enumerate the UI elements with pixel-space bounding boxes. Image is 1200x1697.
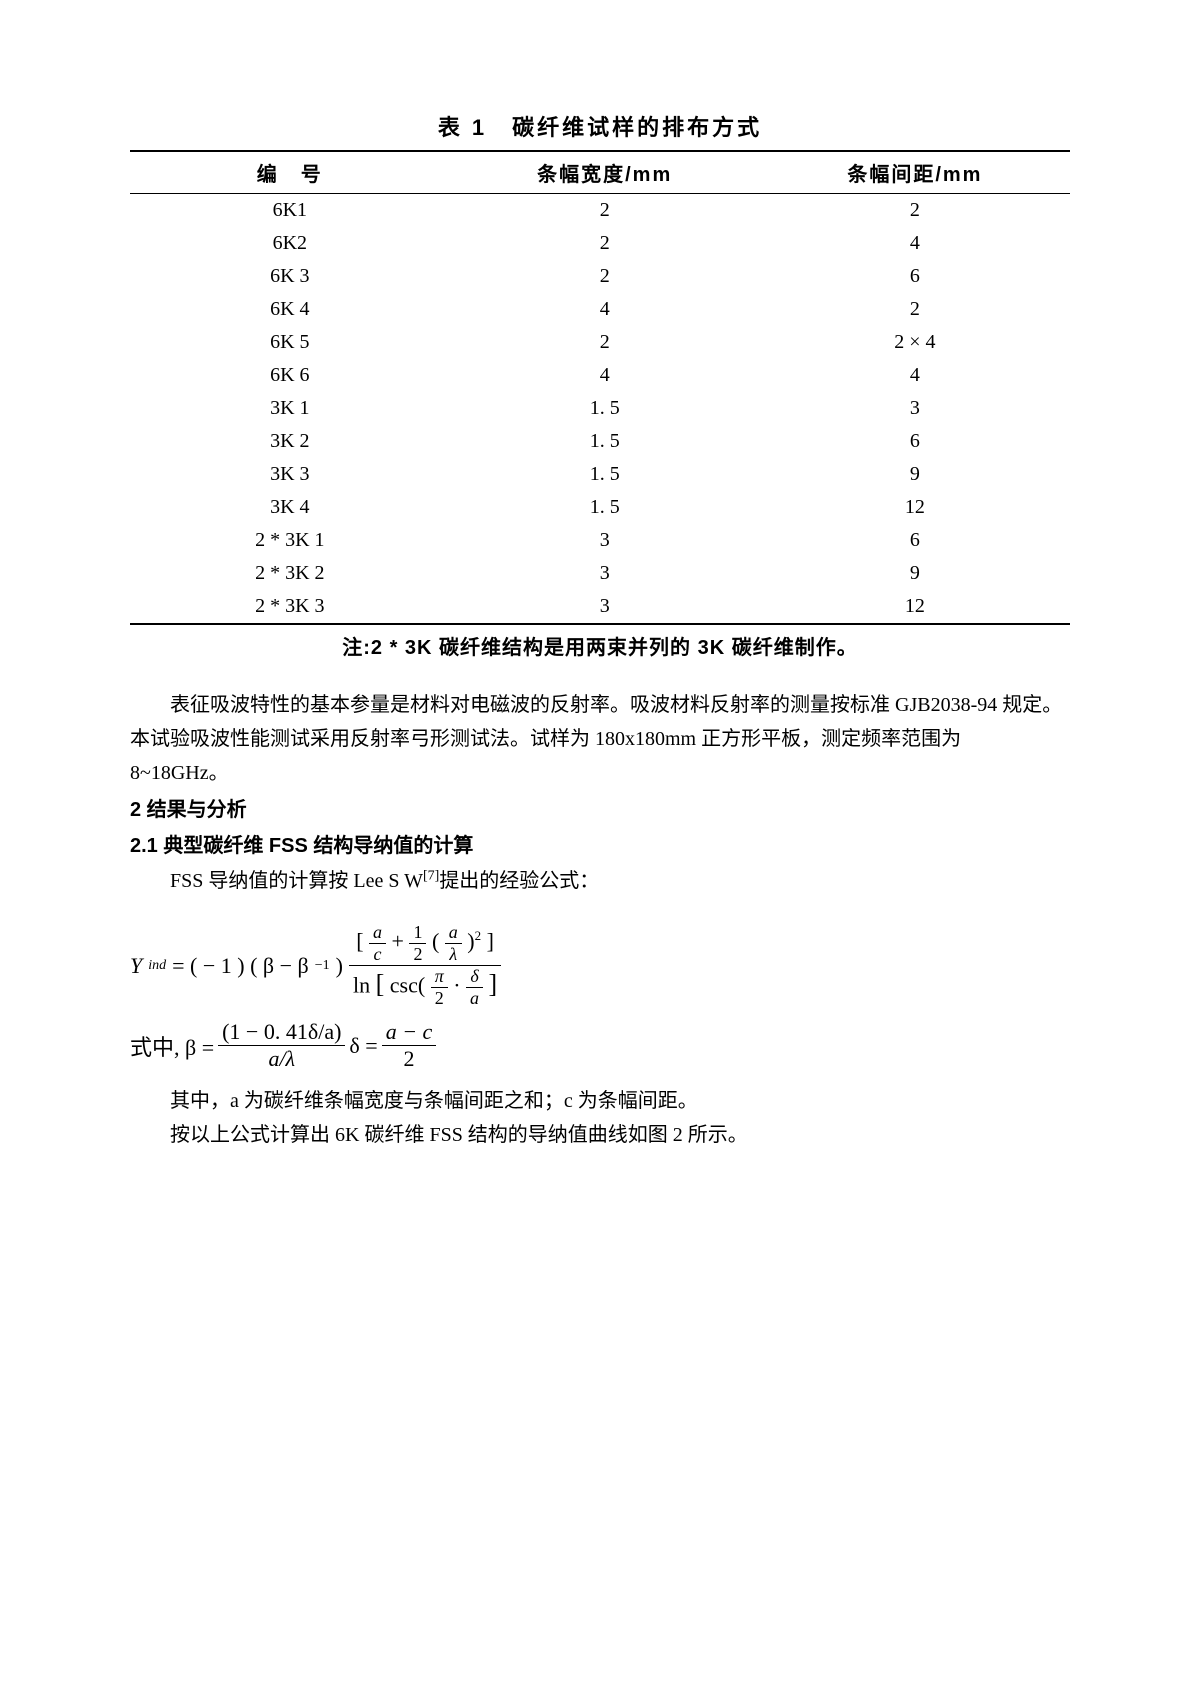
citation-7: [7] xyxy=(423,868,439,883)
carbon-fiber-table: 编 号 条幅宽度/mm 条幅间距/mm 6K122 6K224 6K 326 6… xyxy=(130,150,1070,625)
heading-2-1: 2.1 典型碳纤维 FSS 结构导纳值的计算 xyxy=(130,830,1070,862)
big-frac-den: ln [ csc( π2 · δa ] xyxy=(349,966,501,1009)
cell: 3K 3 xyxy=(130,458,450,491)
text: 提出的经验公式： xyxy=(439,870,599,892)
delta-num: a − c xyxy=(382,1019,437,1046)
cell: 1. 5 xyxy=(450,458,760,491)
bracket-open: [ xyxy=(356,929,369,954)
cell: 4 xyxy=(450,359,760,392)
cell: 1. 5 xyxy=(450,491,760,524)
table-row: 3K 11. 53 xyxy=(130,392,1070,425)
paragraph-method: 表征吸波特性的基本参量是材料对电磁波的反射率。吸波材料反射率的测量按标准 GJB… xyxy=(130,688,1070,756)
text: FSS 导纳值的计算按 Lee S W xyxy=(170,870,423,892)
sym-ln: ln xyxy=(353,973,370,998)
bracket-close: ] xyxy=(487,929,494,954)
sym-ind: ind xyxy=(148,958,166,974)
cell: 2 * 3K 1 xyxy=(130,524,450,557)
cell: 6K 4 xyxy=(130,293,450,326)
table-row: 6K 326 xyxy=(130,260,1070,293)
table-row: 6K 442 xyxy=(130,293,1070,326)
cell: 6K 6 xyxy=(130,359,450,392)
cell: 2 * 3K 2 xyxy=(130,557,450,590)
table-row: 6K 644 xyxy=(130,359,1070,392)
paragraph-fig2: 按以上公式计算出 6K 碳纤维 FSS 结构的导纳值曲线如图 2 所示。 xyxy=(130,1118,1070,1152)
cell: 2 xyxy=(760,194,1070,228)
sym-eq1: = ( − 1 ) ( β − β xyxy=(172,953,309,979)
cell: 6K2 xyxy=(130,227,450,260)
beta-num: (1 − 0. 41δ/a) xyxy=(218,1019,345,1046)
table-row: 3K 41. 512 xyxy=(130,491,1070,524)
cell: 6 xyxy=(760,260,1070,293)
cell: 9 xyxy=(760,458,1070,491)
cell: 3 xyxy=(450,590,760,624)
table-footnote: 注:2 * 3K 碳纤维结构是用两束并列的 3K 碳纤维制作。 xyxy=(130,631,1070,660)
table-row: 2 * 3K 136 xyxy=(130,524,1070,557)
cell: 1. 5 xyxy=(450,392,760,425)
paragraph-method-cont: 8~18GHz。 xyxy=(130,756,1070,790)
sym-delta-eq: δ = xyxy=(349,1033,377,1059)
cell: 3 xyxy=(760,392,1070,425)
cell: 4 xyxy=(760,227,1070,260)
table-row: 3K 21. 56 xyxy=(130,425,1070,458)
th-width: 条幅宽度/mm xyxy=(450,151,760,194)
table-caption: 表 1 碳纤维试样的排布方式 xyxy=(130,110,1070,142)
cell: 12 xyxy=(760,491,1070,524)
table-row: 3K 31. 59 xyxy=(130,458,1070,491)
cell: 3 xyxy=(450,557,760,590)
cell: 2 xyxy=(760,293,1070,326)
cell: 12 xyxy=(760,590,1070,624)
beta-den: a/λ xyxy=(218,1046,345,1072)
cell: 2 × 4 xyxy=(760,326,1070,359)
table-row: 6K122 xyxy=(130,194,1070,228)
sym-neg1: −1 xyxy=(315,958,330,974)
cell: 1. 5 xyxy=(450,425,760,458)
table-row: 2 * 3K 3312 xyxy=(130,590,1070,624)
cell: 3K 1 xyxy=(130,392,450,425)
cell: 9 xyxy=(760,557,1070,590)
sym-Y: Y xyxy=(130,953,142,979)
cell: 2 xyxy=(450,194,760,228)
table-row: 2 * 3K 239 xyxy=(130,557,1070,590)
heading-2: 2 结果与分析 xyxy=(130,794,1070,826)
big-fraction: [ ac + 12 ( aλ )2 ] ln [ csc( π2 · δa ] xyxy=(349,922,501,1009)
cell: 4 xyxy=(760,359,1070,392)
cell: 3K 2 xyxy=(130,425,450,458)
delta-fraction: a − c 2 xyxy=(382,1019,437,1072)
table-row: 6K 522 × 4 xyxy=(130,326,1070,359)
cell: 3 xyxy=(450,524,760,557)
cell: 2 * 3K 3 xyxy=(130,590,450,624)
cell: 2 xyxy=(450,260,760,293)
sym-close1: ) xyxy=(336,953,343,979)
table-header-row: 编 号 条幅宽度/mm 条幅间距/mm xyxy=(130,151,1070,194)
table-row: 6K224 xyxy=(130,227,1070,260)
cell: 3K 4 xyxy=(130,491,450,524)
cell: 4 xyxy=(450,293,760,326)
big-frac-num: [ ac + 12 ( aλ )2 ] xyxy=(349,922,501,966)
sym-where: 式中, β = xyxy=(130,1030,214,1062)
cell: 6K 3 xyxy=(130,260,450,293)
paragraph-where: 其中，a 为碳纤维条幅宽度与条幅间距之和；c 为条幅间距。 xyxy=(130,1084,1070,1118)
formula-yind: Yind = ( − 1 ) ( β − β −1 ) [ ac + 12 ( a… xyxy=(130,922,1070,1072)
cell: 2 xyxy=(450,326,760,359)
sym-csc: csc xyxy=(390,973,418,998)
delta-den: 2 xyxy=(382,1046,437,1072)
cell: 6 xyxy=(760,524,1070,557)
cell: 6 xyxy=(760,425,1070,458)
th-id: 编 号 xyxy=(130,151,450,194)
cell: 6K 5 xyxy=(130,326,450,359)
beta-fraction: (1 − 0. 41δ/a) a/λ xyxy=(218,1019,345,1072)
th-gap: 条幅间距/mm xyxy=(760,151,1070,194)
cell: 6K1 xyxy=(130,194,450,228)
table-body: 6K122 6K224 6K 326 6K 442 6K 522 × 4 6K … xyxy=(130,194,1070,625)
cell: 2 xyxy=(450,227,760,260)
paragraph-formula-intro: FSS 导纳值的计算按 Lee S W[7]提出的经验公式： xyxy=(130,864,1070,898)
